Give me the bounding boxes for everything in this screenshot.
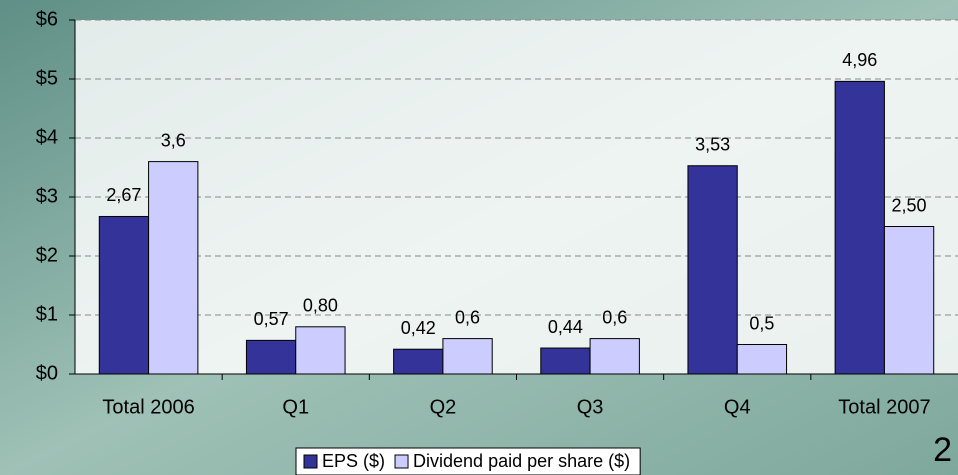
- bar: [834, 80, 885, 375]
- y-tick-label: $6: [36, 8, 58, 30]
- x-tick-label: Q3: [577, 396, 604, 418]
- value-label: 0,6: [455, 307, 480, 327]
- value-label: 2,50: [892, 195, 927, 215]
- bar: [540, 347, 591, 375]
- bar: [148, 161, 199, 375]
- value-label: 0,42: [401, 318, 436, 338]
- y-tick-label: $0: [36, 362, 58, 384]
- legend-box: [295, 447, 641, 475]
- legend-swatch: [394, 454, 409, 469]
- bar: [393, 348, 444, 375]
- x-tick-label: Q1: [282, 396, 309, 418]
- x-tick-label: Q2: [430, 396, 457, 418]
- bar: [736, 344, 788, 375]
- y-tick-label: $3: [36, 185, 58, 207]
- bar: [442, 338, 493, 375]
- legend-label: EPS ($): [322, 451, 385, 471]
- value-label: 2,67: [106, 185, 141, 205]
- value-label: 0,80: [303, 296, 338, 316]
- value-label: 0,44: [548, 317, 583, 337]
- value-label: 0,6: [602, 307, 627, 327]
- bar: [589, 338, 640, 375]
- y-tick-label: $5: [36, 67, 58, 89]
- y-tick-label: $2: [36, 244, 58, 266]
- value-label: 0,57: [254, 309, 289, 329]
- bar: [98, 215, 150, 375]
- value-label: 3,6: [161, 130, 186, 150]
- bar: [687, 165, 738, 375]
- value-label: 4,96: [842, 50, 877, 70]
- legend-swatch: [303, 454, 318, 469]
- page-number: 2: [933, 431, 952, 469]
- x-tick-label: Q4: [724, 396, 751, 418]
- legend-label: Dividend paid per share ($): [413, 451, 630, 471]
- value-label: 3,53: [695, 134, 730, 154]
- bar: [883, 226, 935, 375]
- value-label: 0,5: [749, 313, 774, 333]
- x-tick-label: Total 2006: [102, 396, 194, 418]
- y-tick-label: $1: [36, 303, 58, 325]
- bar: [295, 326, 346, 375]
- x-tick-label: Total 2007: [838, 396, 930, 418]
- legend: EPS ($) Dividend paid per share ($): [295, 447, 641, 475]
- bar: [245, 339, 297, 375]
- y-tick-label: $4: [36, 126, 58, 148]
